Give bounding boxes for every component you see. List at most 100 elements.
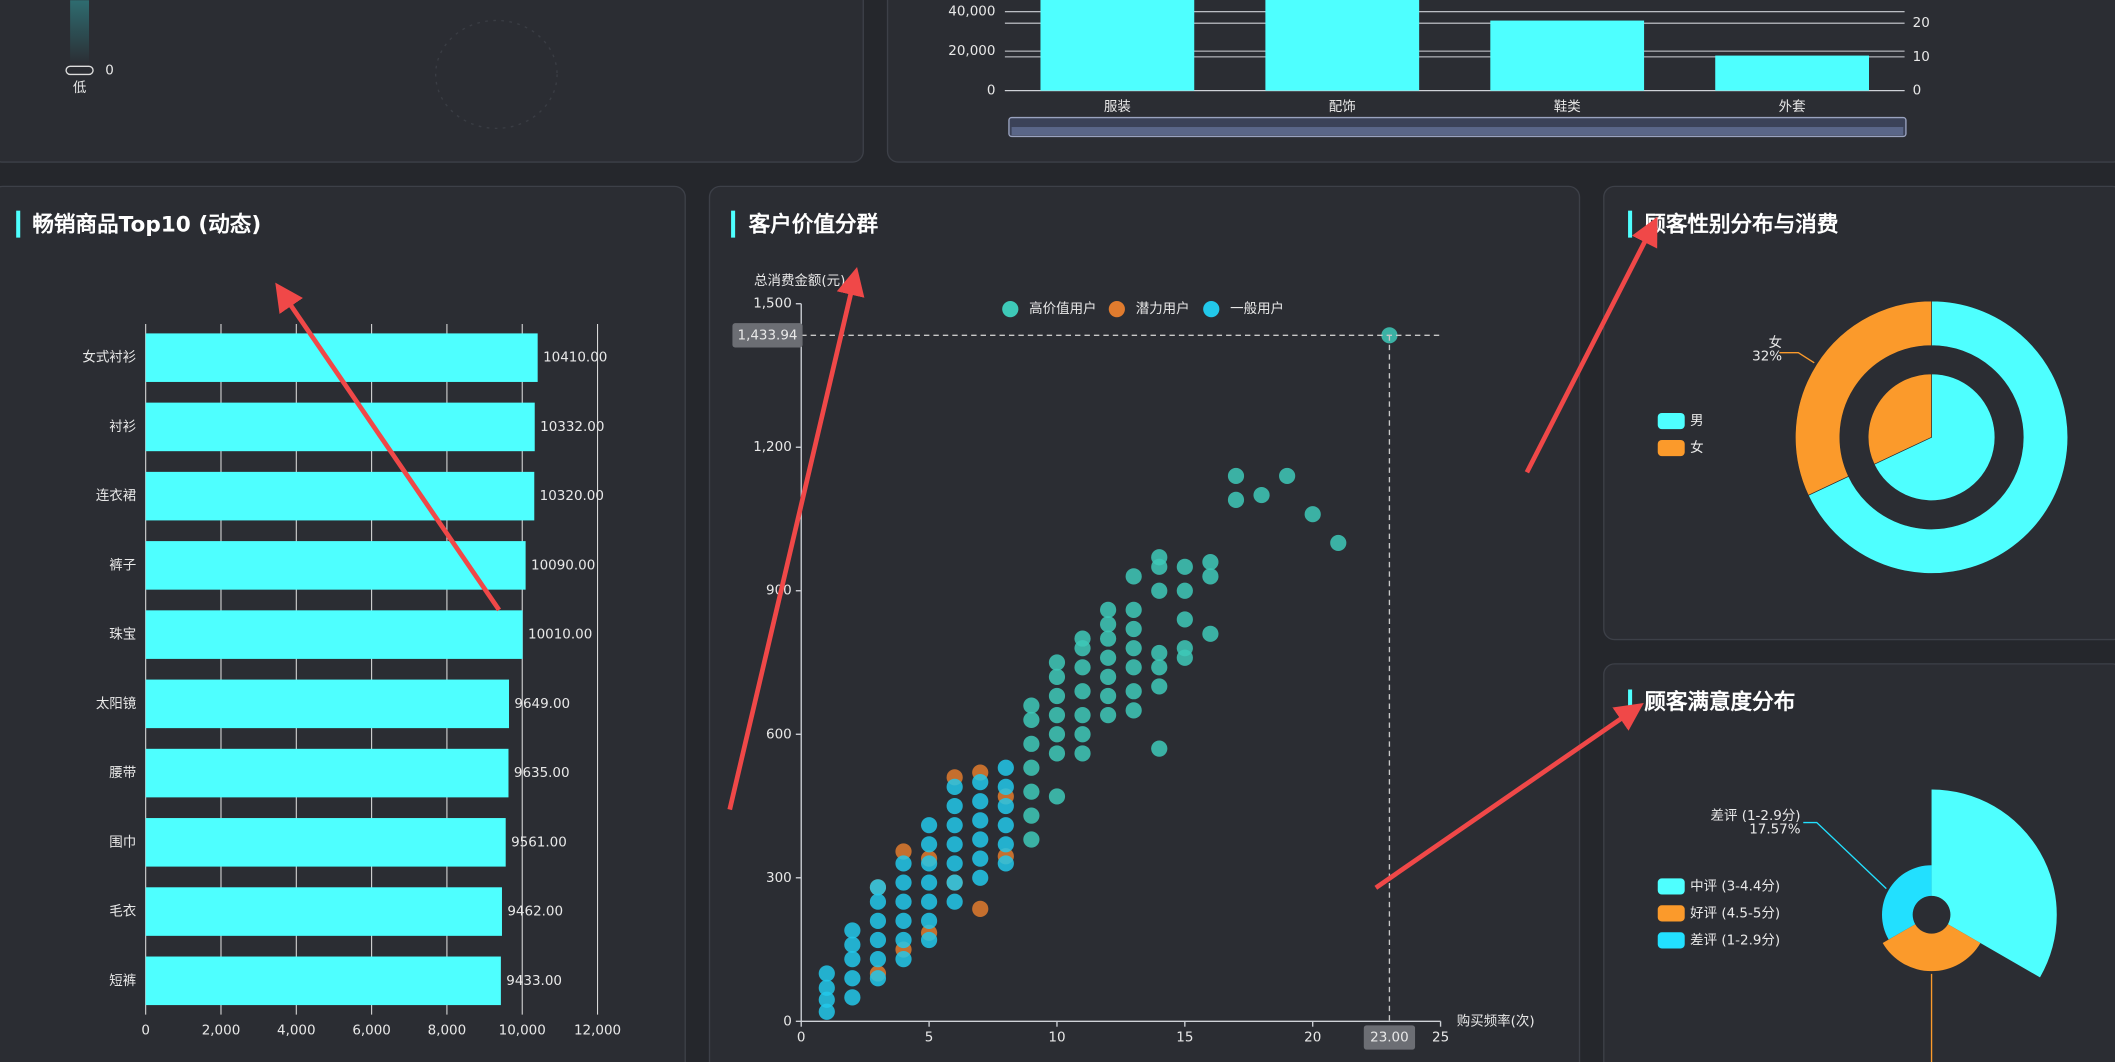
bar <box>1040 0 1195 91</box>
point <box>1048 745 1066 762</box>
x-tick-label: 0 <box>141 1023 150 1039</box>
point <box>1074 707 1091 724</box>
y2-tick-label: 10 <box>1913 49 1930 65</box>
point <box>844 951 861 968</box>
leader-line <box>1779 352 1815 364</box>
legend-label: 高价值用户 <box>1029 300 1096 317</box>
axis-pointer-box <box>1363 1025 1416 1050</box>
legend-label: 中评 (3-4.4分) <box>1690 878 1780 894</box>
legend-marker <box>1657 932 1685 949</box>
x-tick-label: 10,000 <box>499 1023 546 1039</box>
bar <box>1490 20 1645 91</box>
point <box>1151 549 1168 566</box>
point <box>1100 616 1117 633</box>
value-label: 9433.00 <box>506 973 562 989</box>
x-tick-label: 5 <box>925 1029 934 1045</box>
legend-marker <box>1657 412 1685 430</box>
x-tick-label: 2,000 <box>202 1023 241 1039</box>
y-tick-label: 连衣裙 <box>96 488 136 504</box>
point <box>997 855 1014 872</box>
point <box>869 931 887 949</box>
point <box>1048 654 1066 671</box>
point <box>818 965 835 982</box>
point <box>818 979 835 996</box>
legend-label: 潜力用户 <box>1136 300 1190 317</box>
point <box>1074 726 1091 743</box>
rose-slice <box>1882 924 1981 972</box>
point <box>997 759 1014 776</box>
point <box>997 778 1014 795</box>
point <box>1023 807 1040 824</box>
legend-marker <box>1657 439 1685 457</box>
legend-marker <box>1108 301 1125 318</box>
legend-label: 女 <box>1690 439 1703 456</box>
value-label: 10332.00 <box>540 419 604 435</box>
value-label: 9635.00 <box>514 765 570 781</box>
x-tick-label: 20 <box>1304 1029 1321 1045</box>
point <box>1202 625 1219 642</box>
point <box>946 797 963 815</box>
point <box>1279 467 1296 485</box>
point <box>1330 534 1347 552</box>
pie-slice <box>1807 300 2069 574</box>
bar <box>145 541 526 590</box>
point <box>946 874 963 891</box>
point <box>972 869 989 886</box>
pie-slice <box>1873 373 1996 501</box>
point <box>1100 649 1117 666</box>
x-tick-label: 12,000 <box>574 1023 621 1039</box>
point <box>1176 611 1193 628</box>
point <box>869 951 887 968</box>
value-label: 10410.00 <box>543 350 607 366</box>
point <box>1074 745 1091 762</box>
point <box>920 893 938 910</box>
y-tick-label: 女式衬衫 <box>82 349 136 366</box>
point <box>1151 678 1168 695</box>
map-shape <box>435 19 558 130</box>
point <box>1100 707 1117 724</box>
x-tick-label: 服装 <box>1104 99 1131 115</box>
x-tick-label: 0 <box>797 1029 806 1045</box>
leader-line <box>1803 821 1887 890</box>
point <box>1151 740 1168 757</box>
legend-label: 差评 (1-2.9分) <box>1690 932 1780 948</box>
visual-map-bar <box>70 0 90 65</box>
point <box>1202 568 1219 585</box>
point <box>1176 582 1193 599</box>
annotations <box>275 216 1658 890</box>
bar <box>1265 0 1420 91</box>
point <box>972 850 989 867</box>
point <box>844 989 861 1006</box>
point <box>844 922 861 939</box>
slice-label: 17.57% <box>1749 821 1801 837</box>
value-label: 10320.00 <box>540 488 604 504</box>
point <box>1048 788 1066 805</box>
leader-line <box>1930 973 1933 1062</box>
bar <box>145 818 506 867</box>
point <box>972 774 989 791</box>
point <box>1125 620 1142 638</box>
axis-pointer-label: 1,433.94 <box>738 327 798 343</box>
x-tick-label: 鞋类 <box>1554 99 1581 115</box>
point <box>972 831 989 848</box>
point <box>1227 491 1245 508</box>
pie-slice <box>1867 373 1932 465</box>
legend-marker <box>1657 878 1685 895</box>
point <box>946 893 963 910</box>
point <box>1023 783 1040 800</box>
point <box>818 991 835 1008</box>
arrow <box>1524 216 1658 474</box>
y-tick-label: 珠宝 <box>109 627 136 643</box>
legend-marker <box>1002 301 1019 318</box>
bar <box>145 679 510 729</box>
point <box>1048 668 1066 685</box>
chart-title: 顾客满意度分布 <box>1644 689 1795 715</box>
point <box>1151 644 1168 662</box>
point <box>920 912 938 929</box>
point <box>1125 659 1142 676</box>
y2-tick-label: 20 <box>1913 15 1930 31</box>
y-tick-label: 0 <box>987 83 996 99</box>
point <box>920 817 938 834</box>
bar <box>145 956 501 1006</box>
point <box>895 912 912 929</box>
